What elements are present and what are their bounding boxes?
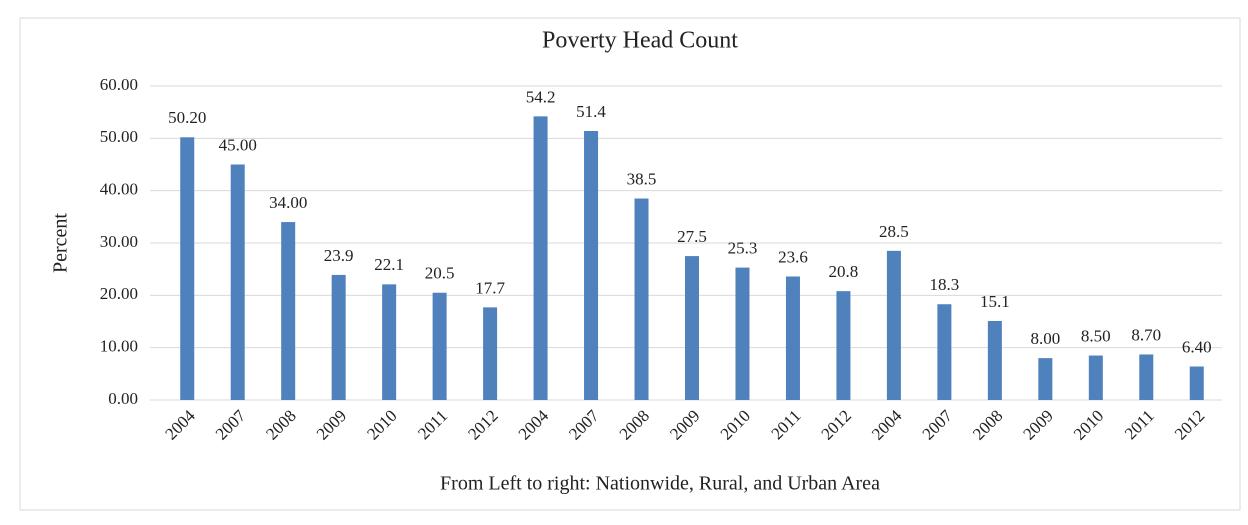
chart-title: Poverty Head Count (542, 28, 738, 54)
data-label: 51.4 (576, 102, 606, 121)
data-label: 27.5 (677, 227, 707, 246)
y-tick-label: 20.00 (100, 284, 138, 303)
data-label: 8.70 (1131, 325, 1161, 344)
bar (785, 276, 800, 400)
bar (836, 291, 851, 400)
bar (634, 198, 649, 400)
bar (584, 131, 599, 401)
data-label: 15.1 (980, 292, 1010, 311)
y-tick-label: 40.00 (100, 180, 138, 199)
data-label: 50.20 (168, 108, 206, 127)
data-label: 54.2 (526, 87, 556, 106)
y-axis-label: Percent (50, 213, 72, 273)
bar (1139, 354, 1154, 400)
data-label: 22.1 (374, 255, 404, 274)
bar (685, 256, 699, 400)
data-label: 20.5 (425, 264, 455, 283)
data-label: 8.50 (1081, 326, 1111, 345)
data-label: 38.5 (627, 169, 657, 188)
data-label: 45.00 (219, 135, 257, 154)
y-tick-label: 0.00 (108, 389, 138, 408)
data-label: 17.7 (475, 278, 505, 297)
bar (1038, 358, 1053, 400)
bar (735, 267, 750, 400)
bar (331, 274, 346, 400)
x-axis-label: From Left to right: Nationwide, Rural, a… (440, 473, 880, 495)
chart-frame (19, 17, 1241, 511)
bar (1189, 366, 1204, 400)
data-label: 20.8 (829, 262, 859, 281)
bar (1088, 355, 1103, 400)
y-tick-label: 50.00 (100, 127, 138, 146)
y-tick-label: 10.00 (100, 337, 138, 356)
data-label: 23.6 (778, 247, 808, 266)
bar (432, 292, 447, 400)
bar (937, 304, 952, 400)
bar (281, 222, 296, 400)
bar (382, 284, 397, 400)
y-tick-label: 30.00 (100, 232, 138, 251)
data-label: 28.5 (879, 222, 909, 241)
bar (483, 307, 498, 400)
bar (886, 250, 901, 400)
data-label: 6.40 (1182, 337, 1212, 356)
bar (987, 320, 1002, 400)
bar (230, 164, 245, 400)
bar (180, 137, 195, 400)
data-label: 8.00 (1030, 329, 1060, 348)
bar (533, 116, 548, 400)
data-label: 34.00 (269, 193, 307, 212)
data-label: 25.3 (728, 239, 758, 258)
data-label: 18.3 (930, 275, 960, 294)
data-label: 23.9 (324, 246, 354, 265)
y-tick-label: 60.00 (100, 75, 138, 94)
